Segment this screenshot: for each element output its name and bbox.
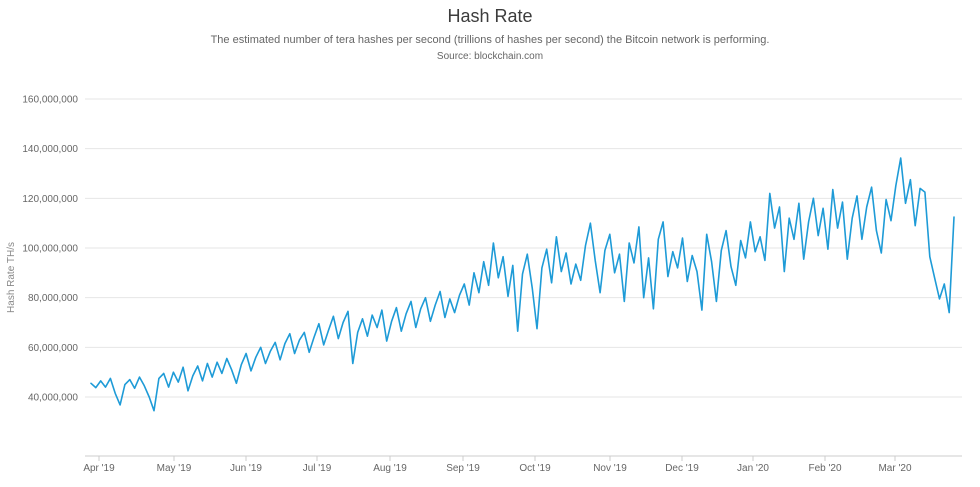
y-axis-tick-label: 40,000,000 (28, 393, 78, 404)
x-axis-tick-label: Jun '19 (230, 463, 262, 474)
chart-subtitle: The estimated number of tera hashes per … (210, 34, 770, 46)
y-axis-tick-label: 160,000,000 (22, 95, 78, 106)
x-axis-tick-label: Nov '19 (593, 463, 627, 474)
y-axis-tick-label: 80,000,000 (28, 293, 78, 304)
y-axis-title: Hash Rate TH/s (6, 242, 17, 313)
y-axis-tick-label: 120,000,000 (22, 194, 78, 205)
x-axis-tick-label: Jul '19 (303, 463, 332, 474)
x-axis-tick-label: Mar '20 (878, 463, 911, 474)
y-axis-tick-label: 100,000,000 (22, 244, 78, 255)
chart-source: Source: blockchain.com (436, 51, 544, 62)
hash-rate-series-line (90, 157, 955, 412)
y-axis-tick-label: 60,000,000 (28, 343, 78, 354)
x-axis-tick-label: Apr '19 (83, 463, 115, 474)
x-axis-tick-label: Sep '19 (446, 463, 480, 474)
x-axis-tick-label: Oct '19 (519, 463, 551, 474)
x-axis-tick-label: Dec '19 (665, 463, 699, 474)
chart-title: Hash Rate (447, 6, 533, 26)
x-axis-tick-label: Feb '20 (808, 463, 841, 474)
y-axis-tick-label: 140,000,000 (22, 144, 78, 155)
x-axis-tick-label: Jan '20 (737, 463, 769, 474)
x-axis-tick-label: May '19 (157, 463, 192, 474)
x-axis-tick-label: Aug '19 (373, 463, 407, 474)
